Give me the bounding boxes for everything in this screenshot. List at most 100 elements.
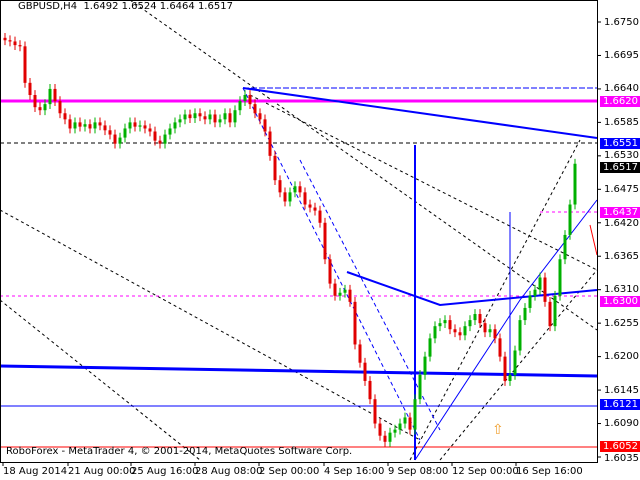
candle	[13, 36, 17, 50]
candle-body	[363, 362, 367, 381]
candle-body	[93, 122, 97, 129]
candle	[523, 303, 527, 325]
candle	[373, 394, 377, 429]
price-level-badge: 1.6437	[600, 206, 640, 218]
candle-body	[428, 338, 432, 357]
candle-body	[203, 116, 207, 120]
candle-body	[493, 329, 497, 339]
candle	[298, 181, 302, 198]
x-tick-label: 21 Aug 00:00	[68, 466, 136, 477]
candle	[533, 284, 537, 301]
diagonal-dashed-line	[439, 269, 598, 461]
candle	[98, 117, 102, 131]
candle-body	[478, 314, 482, 324]
candle	[148, 123, 152, 137]
price-level-badge: 1.6517	[600, 161, 640, 173]
candle	[353, 296, 357, 350]
price-level-badge: 1.6551	[600, 137, 640, 149]
candle-body	[328, 259, 332, 284]
candle	[53, 84, 57, 106]
candle	[68, 114, 72, 134]
candle-body	[518, 320, 522, 351]
candle-body	[308, 204, 312, 208]
candle	[258, 108, 262, 125]
candle-body	[433, 326, 437, 339]
candle-body	[218, 119, 222, 123]
candle	[108, 125, 112, 140]
candle-body	[213, 114, 217, 123]
candle-body	[473, 314, 477, 321]
plot-frame	[0, 0, 598, 463]
candle	[123, 123, 127, 143]
candle-body	[533, 289, 537, 296]
candle	[438, 318, 442, 332]
candle	[133, 117, 137, 132]
x-tick-label: 28 Aug 08:00	[195, 466, 263, 477]
candle-body	[28, 82, 32, 96]
candle	[323, 217, 327, 265]
x-tick-label: 4 Sep 16:00	[324, 466, 385, 477]
candle	[318, 205, 322, 228]
candle	[93, 117, 97, 134]
candle-body	[98, 122, 102, 126]
price-level-badge: 1.6052	[600, 441, 640, 453]
candle	[63, 108, 67, 125]
candle-body	[118, 137, 122, 144]
candle-body	[278, 180, 282, 193]
candle-body	[68, 119, 72, 129]
candle-body	[103, 125, 107, 131]
candle	[238, 96, 242, 116]
candle	[413, 394, 417, 435]
candle	[153, 126, 157, 146]
candle-body	[348, 289, 352, 302]
candle-body	[133, 122, 137, 127]
y-tick-label: 1.6365	[604, 250, 639, 262]
candle-body	[373, 399, 377, 424]
candle-body	[568, 204, 572, 235]
candle-body	[193, 113, 197, 119]
candle	[328, 254, 332, 289]
candle-body	[128, 122, 132, 129]
candle	[538, 272, 542, 295]
price-level-badge: 1.6620	[600, 95, 640, 107]
candle	[283, 187, 287, 207]
candle-body	[48, 88, 52, 105]
candle	[418, 370, 422, 405]
candle	[518, 315, 522, 356]
candle	[233, 105, 237, 128]
candle	[343, 284, 347, 298]
candle-body	[483, 323, 487, 333]
candle-body	[298, 186, 302, 193]
candle	[218, 114, 222, 128]
candle	[173, 117, 177, 134]
candle-body	[538, 277, 542, 290]
candle	[333, 278, 337, 301]
candle-body	[123, 128, 127, 138]
candle-body	[508, 374, 512, 381]
candle-body	[43, 104, 47, 111]
candle-body	[258, 113, 262, 120]
candle	[253, 99, 257, 119]
candle	[483, 318, 487, 338]
ohlc-values: 1.6492 1.6524 1.6464 1.6517	[83, 1, 233, 12]
candle	[313, 202, 317, 216]
y-tick-label: 1.6640	[604, 83, 639, 95]
candle-body	[33, 95, 37, 108]
candle-body	[288, 192, 292, 202]
candle	[498, 333, 502, 362]
candle-body	[18, 45, 22, 47]
candle	[188, 109, 192, 123]
axis-ticks	[2, 21, 601, 466]
candle-body	[228, 113, 232, 123]
candle-body	[358, 344, 362, 363]
candle	[263, 114, 267, 137]
candle	[273, 150, 277, 186]
candle	[43, 99, 47, 116]
candle-body	[198, 113, 202, 117]
candle	[268, 126, 272, 161]
candle	[103, 120, 107, 136]
channel-dashed-line	[299, 159, 441, 431]
x-tick-label: 16 Sep 16:00	[516, 466, 583, 477]
